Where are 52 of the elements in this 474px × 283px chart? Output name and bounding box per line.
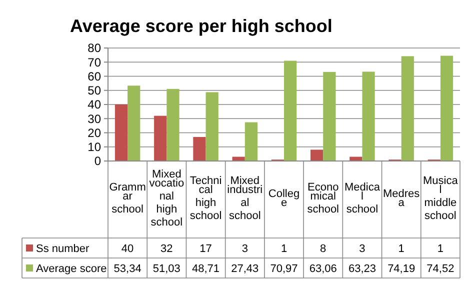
- bar: [166, 88, 180, 161]
- data-label: 48,71: [192, 262, 220, 275]
- bar: [244, 122, 258, 161]
- bar: [401, 56, 414, 161]
- y-tick-label: 0: [94, 154, 102, 168]
- y-tick-label: 70: [88, 55, 102, 70]
- x-tick-label: Mixed vocational high school: [149, 168, 184, 228]
- bar: [440, 56, 454, 161]
- x-tick-label: Technical high school: [190, 174, 222, 222]
- data-label: 3: [359, 242, 366, 255]
- y-tick-label: 10: [88, 140, 102, 154]
- bar: [128, 86, 140, 161]
- x-tick-label: Medresa: [382, 188, 420, 209]
- bar: [323, 72, 336, 161]
- bar: [154, 116, 167, 161]
- data-label: 3: [242, 242, 248, 255]
- data-label: 63,23: [348, 262, 376, 275]
- x-tick-label: Economical school: [307, 181, 340, 216]
- x-tick-label: College: [268, 188, 300, 209]
- data-label: 74,52: [426, 262, 454, 275]
- data-label: 40: [121, 242, 134, 255]
- data-label: 51,03: [152, 262, 180, 275]
- y-tick-label: 20: [88, 126, 102, 140]
- y-tick-label: 50: [88, 84, 102, 98]
- data-label: 74,19: [388, 262, 416, 275]
- data-label: 1: [437, 242, 444, 255]
- y-tick-label: 60: [88, 69, 102, 84]
- data-label: 32: [160, 242, 173, 255]
- data-label: 8: [320, 242, 326, 255]
- bar: [284, 60, 297, 161]
- bar: [206, 92, 218, 161]
- data-label: 1: [398, 242, 404, 255]
- legend-label: Ss number: [36, 242, 90, 255]
- x-tick-label: Mixed industrial school: [227, 174, 263, 222]
- bar: [114, 104, 128, 161]
- y-tick-label: 30: [88, 112, 102, 126]
- data-label: 70,97: [270, 262, 298, 275]
- x-tick-label: Musical middle school: [423, 174, 459, 222]
- data-label: 1: [280, 242, 288, 255]
- data-label: 53,34: [114, 262, 142, 275]
- y-tick-label: 40: [88, 98, 102, 112]
- x-tick-label: Medical school: [344, 181, 381, 216]
- data-label: 63,06: [309, 262, 337, 275]
- bar: [193, 136, 206, 161]
- y-tick-label: 80: [88, 41, 102, 56]
- data-label: 27,43: [231, 262, 259, 275]
- bar: [310, 150, 324, 161]
- chart-title: Average score per high school: [70, 16, 332, 36]
- data-label: 17: [200, 242, 212, 255]
- bar: [362, 72, 375, 161]
- legend-label: Average score: [36, 262, 107, 275]
- x-tick-label: Grammar school: [109, 181, 146, 216]
